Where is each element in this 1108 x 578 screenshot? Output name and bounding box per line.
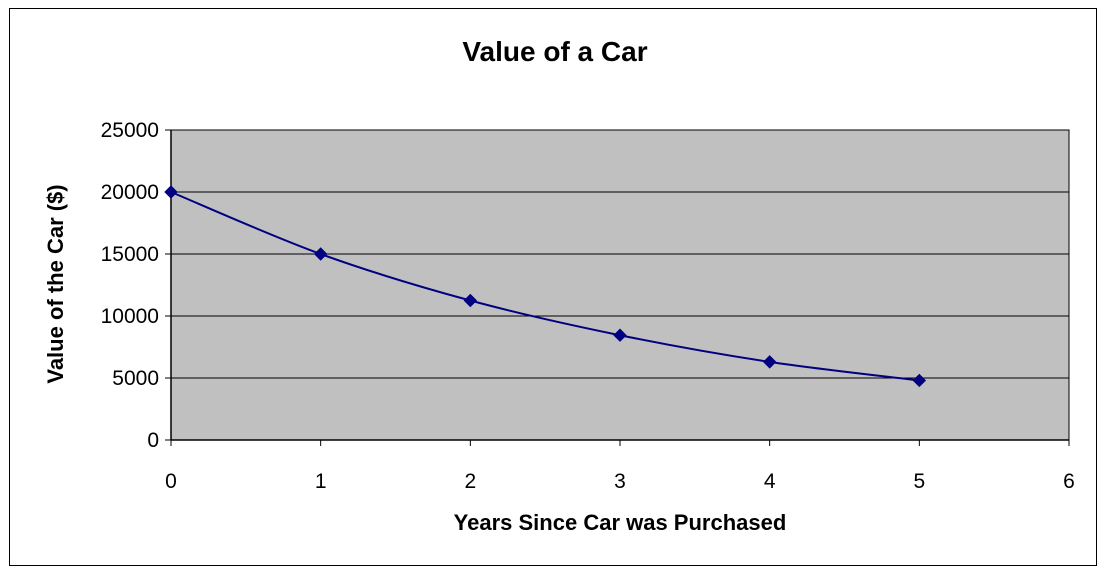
x-tick-label-1: 1	[315, 470, 327, 493]
x-tick-label-0: 0	[165, 470, 177, 493]
x-tick-label-5: 5	[913, 470, 925, 493]
plot-area	[170, 129, 1070, 441]
data-point-0	[164, 185, 178, 199]
data-point-5	[912, 373, 927, 388]
data-point-2	[463, 293, 478, 308]
x-tick-label-6: 6	[1063, 470, 1075, 493]
data-point-4	[762, 355, 777, 369]
y-tick-label-10000: 10000	[101, 305, 159, 328]
y-tick-label-15000: 15000	[101, 243, 159, 266]
x-tick-label-3: 3	[614, 470, 626, 493]
x-tick-label-4: 4	[764, 470, 776, 493]
y-tick-label-20000: 20000	[101, 181, 159, 204]
y-axis-label: Value of the Car ($)	[43, 184, 68, 383]
x-tick-label-2: 2	[464, 470, 476, 493]
x-axis-ticks: 0 1 2 3 4 5 6	[165, 440, 1075, 493]
y-tick-label-25000: 25000	[101, 119, 159, 142]
y-tick-label-5000: 5000	[112, 367, 159, 390]
data-point-1	[313, 247, 328, 261]
y-axis-ticks: 0 5000 10000 15000 20000 25000	[101, 119, 171, 452]
data-point-3	[613, 328, 627, 342]
series-line	[170, 191, 920, 382]
data-markers	[164, 185, 927, 388]
chart-title: Value of a Car	[462, 36, 647, 67]
y-tick-label-0: 0	[147, 429, 159, 452]
x-axis-label: Years Since Car was Purchased	[454, 510, 787, 535]
